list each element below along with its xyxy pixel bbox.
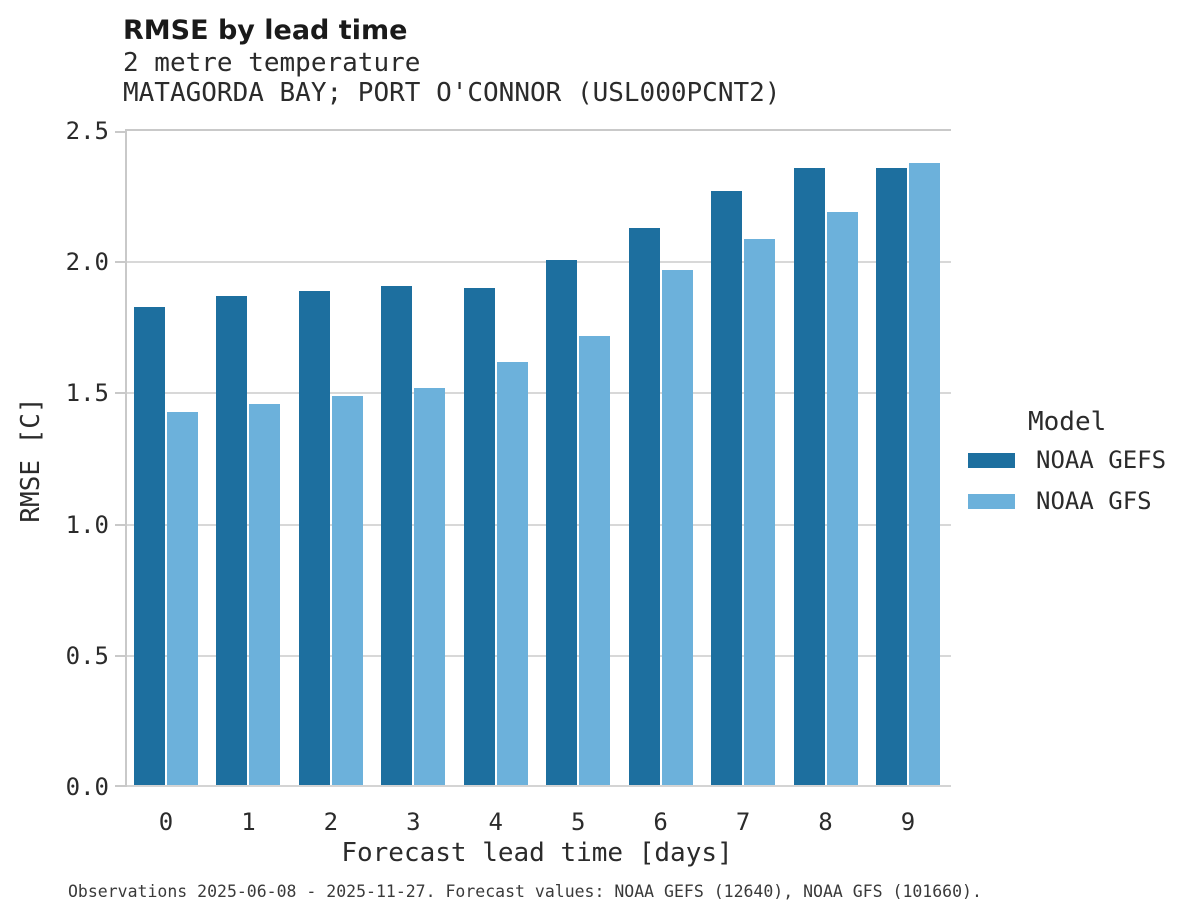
x-tick-label: 2 (323, 808, 339, 836)
gridline-y-1.0 (127, 523, 951, 526)
y-tick-label: 2.0 (65, 248, 109, 277)
bar-noaa-gefs-lead-0 (134, 306, 165, 787)
legend-label-noaa-gfs: NOAA GFS (1036, 487, 1152, 515)
bar-noaa-gfs-lead-0 (167, 411, 198, 787)
bar-noaa-gfs-lead-8 (826, 212, 858, 787)
bar-group-lead-6: 6 (628, 228, 693, 836)
bars-container: 0 1 2 3 4 5 6 7 8 9 (127, 131, 951, 836)
bar-noaa-gefs-lead-1 (216, 296, 248, 787)
x-tick-label: 6 (653, 808, 668, 836)
bar-group-lead-5: 5 (546, 259, 611, 836)
bar-group-lead-9: 9 (875, 162, 940, 836)
bar-noaa-gfs-lead-3 (414, 388, 446, 787)
bar-group-lead-7: 7 (711, 191, 776, 836)
chart-subtitle-variable: 2 metre temperature (123, 48, 421, 78)
legend-label-noaa-gefs: NOAA GEFS (1036, 446, 1167, 474)
legend-item-noaa-gfs: NOAA GFS (968, 487, 1166, 515)
legend: Model NOAA GEFS NOAA GFS (968, 408, 1166, 528)
bar-group-lead-8: 8 (793, 167, 858, 836)
y-tick-label: 1.0 (65, 510, 109, 539)
y-tick-mark (115, 654, 125, 657)
legend-title: Model (1028, 407, 1107, 437)
gridline-y-0.0 (127, 785, 951, 787)
bar-noaa-gefs-lead-3 (381, 285, 413, 787)
gridline-y-2.0 (127, 261, 951, 264)
bar-group-lead-3: 3 (381, 285, 446, 836)
y-tick-mark (115, 261, 125, 264)
bar-noaa-gefs-lead-4 (463, 288, 495, 787)
x-tick-label: 4 (488, 808, 503, 836)
bar-group-lead-4: 4 (463, 288, 528, 836)
y-tick-label: 2.5 (65, 117, 109, 145)
bar-noaa-gefs-lead-8 (793, 167, 825, 787)
x-tick-label: 1 (241, 808, 256, 836)
legend-item-noaa-gefs: NOAA GEFS (968, 446, 1166, 474)
bar-noaa-gfs-lead-4 (496, 361, 528, 787)
bar-group-lead-2: 2 (298, 291, 363, 836)
bar-group-lead-0: 0 (134, 306, 198, 836)
y-tick-mark (115, 131, 125, 133)
y-tick-label: 1.5 (65, 379, 109, 408)
caption-observations: Observations 2025-06-08 - 2025-11-27. Fo… (68, 882, 982, 901)
y-tick-label: 0.0 (65, 773, 109, 801)
bar-noaa-gefs-lead-6 (628, 228, 660, 787)
x-axis-title: Forecast lead time [days] (341, 838, 733, 868)
bar-noaa-gfs-lead-2 (331, 396, 363, 787)
y-tick-mark (115, 523, 125, 526)
x-tick-label: 0 (158, 808, 174, 836)
y-tick-mark (115, 392, 125, 395)
bar-noaa-gfs-lead-5 (579, 335, 611, 787)
bar-noaa-gfs-lead-6 (661, 270, 693, 787)
bar-noaa-gfs-lead-9 (908, 162, 940, 787)
x-tick-label: 9 (900, 808, 916, 836)
y-tick-mark (115, 785, 125, 787)
x-tick-label: 5 (570, 808, 586, 836)
bar-noaa-gefs-lead-2 (298, 291, 330, 787)
y-tick-label: 0.5 (65, 641, 109, 670)
x-tick-label: 3 (406, 808, 421, 836)
chart-title: RMSE by lead time (123, 15, 408, 46)
bar-noaa-gfs-lead-7 (744, 238, 776, 787)
bar-noaa-gefs-lead-7 (711, 191, 743, 787)
chart-subtitle-station: MATAGORDA BAY; PORT O'CONNOR (USL000PCNT… (123, 78, 781, 108)
gridline-y-0.5 (127, 654, 951, 657)
chart-header: RMSE by lead time 2 metre temperature MA… (123, 14, 780, 108)
y-axis-title: RMSE [C] (16, 397, 46, 523)
bar-noaa-gfs-lead-1 (249, 403, 281, 787)
x-tick-label: 7 (735, 808, 751, 836)
bar-group-lead-1: 1 (216, 296, 281, 836)
bar-noaa-gefs-lead-5 (546, 259, 578, 787)
bar-noaa-gefs-lead-9 (875, 167, 907, 787)
plot-area: 0 1 2 3 4 5 6 7 8 9 0.0 0.5 1.0 1.5 2.0 2.5 (66, 117, 951, 836)
x-tick-label: 8 (818, 808, 833, 836)
legend-swatch-noaa-gfs (968, 493, 1015, 509)
gridline-y-1.5 (127, 392, 951, 395)
legend-swatch-noaa-gefs (968, 452, 1015, 468)
